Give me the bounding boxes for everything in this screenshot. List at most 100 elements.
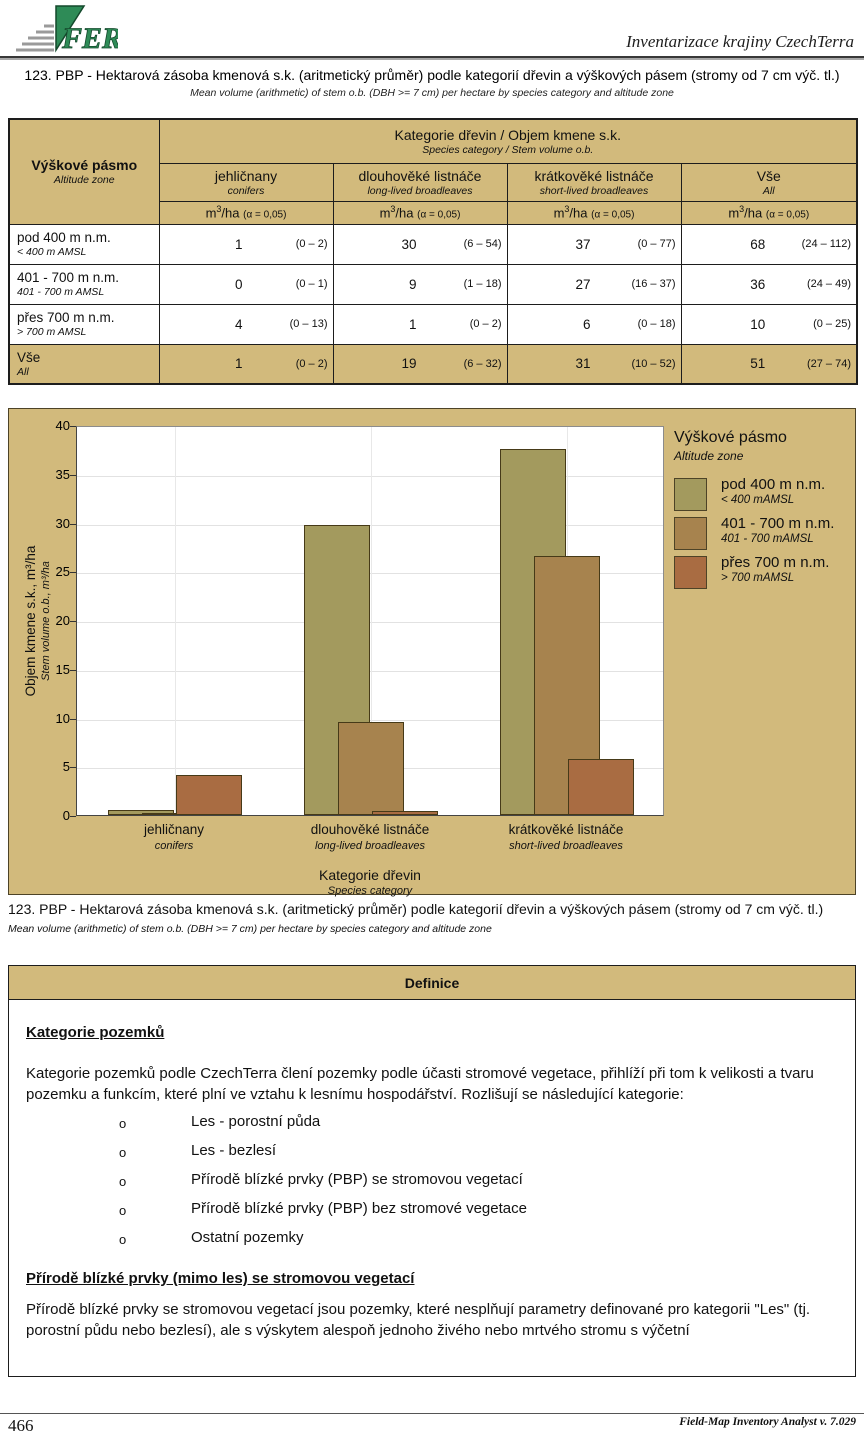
group-header: Kategorie dřevin / Objem kmene s.k. Spec… [158, 118, 858, 164]
cell-ci: (0 – 2) [295, 357, 328, 370]
value-cell: 10 (0 – 25) [680, 303, 858, 345]
value-cell: 1 (0 – 2) [158, 223, 334, 265]
chart-box: Objem kmene s.k., m³/ha Stem volume o.b.… [8, 408, 856, 897]
value-cell: 51 (27 – 74) [680, 343, 858, 385]
report-title: 123. PBP - Hektarová zásoba kmenová s.k.… [24, 67, 840, 83]
cell-value: 68 [750, 236, 766, 252]
bullet-text: Les - porostní půda [191, 1113, 321, 1130]
cell-ci: (24 – 49) [806, 278, 851, 290]
legend-label-cs: přes 700 m n.m. [721, 554, 830, 571]
x-axis-label-en: Species category [327, 885, 413, 897]
y-tick-mark [70, 816, 76, 817]
unit-alpha: (α = 0,05) [243, 209, 287, 221]
unit-header: m3/ha (α = 0,05) [680, 200, 858, 225]
cell-ci: (6 – 32) [463, 357, 502, 370]
gridline-vertical [371, 427, 372, 815]
chart-caption-title: 123. PBP - Hektarová zásoba kmenová s.k.… [8, 901, 824, 917]
value-cell: 68 (24 – 112) [680, 223, 858, 265]
gridline-horizontal [77, 475, 663, 477]
definitions-paragraph-2: Přírodě blízké prvky se stromovou vegeta… [26, 1301, 811, 1339]
gridline-vertical [175, 427, 176, 815]
bullet-item: o Ostatní pozemky [18, 1229, 837, 1258]
col-label-en: short-lived broadleaves [539, 184, 649, 197]
x-label-en: conifers [154, 840, 194, 852]
chart-caption: 123. PBP - Hektarová zásoba kmenová s.k.… [8, 901, 856, 935]
row-label: Vše All [8, 343, 160, 385]
page-number: 466 [8, 1416, 34, 1435]
bullet-list: o Les - porostní půda o Les - bezlesí o … [18, 1113, 837, 1258]
y-tick-label: 30 [55, 515, 70, 531]
ifer-logo-icon: FER [16, 5, 118, 55]
bullet-text: Přírodě blízké prvky (PBP) bez stromové … [191, 1200, 527, 1217]
cell-ci: (10 – 52) [631, 357, 676, 370]
legend-label: pod 400 m n.m. < 400 mAMSL [721, 476, 852, 506]
chart-legend: Výškové pásmo Altitude zone pod 400 m n.… [674, 429, 852, 593]
bar-1-1 [338, 722, 404, 815]
legend-item: 401 - 700 m n.m. 401 - 700 mAMSL [674, 515, 852, 554]
x-label-cs: krátkověké listnáče [508, 822, 624, 837]
unit-rest: /ha [569, 205, 588, 221]
bullet-item: o Přírodě blízké prvky (PBP) se stromovo… [18, 1171, 837, 1200]
gridline-horizontal [77, 670, 663, 672]
unit-header: m3/ha (α = 0,05) [506, 200, 682, 225]
volume-table: Výškové pásmo Altitude zone Kategorie dř… [8, 118, 858, 385]
bullet-item: o Les - bezlesí [18, 1142, 837, 1171]
cell-ci: (0 – 18) [637, 318, 676, 330]
unit-sup: 3 [739, 204, 745, 215]
x-label-en: short-lived broadleaves [509, 840, 623, 852]
unit-sup: 3 [564, 204, 570, 215]
legend-label: 401 - 700 m n.m. 401 - 700 mAMSL [721, 515, 852, 545]
value-cell: 36 (24 – 49) [680, 263, 858, 305]
row-label: 401 - 700 m n.m. 401 - 700 m AMSL [8, 263, 160, 305]
unit-sup: 3 [390, 204, 396, 215]
y-tick-label: 10 [55, 710, 70, 726]
cell-value: 9 [409, 276, 417, 292]
legend-title-en: Altitude zone [674, 449, 744, 463]
chart-caption-subtitle: Mean volume (arithmetic) of stem o.b. (D… [8, 923, 492, 935]
bullet-item: o Les - porostní půda [18, 1113, 837, 1142]
table-row: pod 400 m n.m. < 400 m AMSL 1 (0 – 2) 30 (… [8, 223, 858, 265]
x-label-en: long-lived broadleaves [314, 840, 426, 852]
col-header-longlived: dlouhověké listnáče long-lived broadleav… [332, 162, 508, 202]
bar-2-0 [176, 775, 242, 815]
cell-value: 27 [575, 276, 591, 292]
cell-value: 30 [401, 236, 417, 252]
chart-plot [76, 426, 664, 816]
col-label: krátkověké listnáče [534, 167, 654, 184]
cell-value: 1 [235, 236, 243, 252]
cell-value: 51 [750, 356, 766, 372]
cell-value: 31 [575, 356, 591, 372]
row-label-cs: pod 400 m n.m. [17, 230, 111, 245]
gridline-horizontal [77, 573, 663, 575]
cell-ci: (27 – 74) [806, 357, 851, 370]
legend-label-cs: pod 400 m n.m. [721, 476, 826, 493]
bar-2-1 [372, 811, 438, 815]
legend-label-en: < 400 mAMSL [721, 494, 795, 506]
unit-base: m [553, 205, 565, 221]
brand-text: Inventarizace krajiny CzechTerra [626, 32, 854, 51]
value-cell: 4 (0 – 13) [158, 303, 334, 345]
app-version: Field-Map Inventory Analyst v. 7.029 [679, 1416, 856, 1428]
table-row: přes 700 m n.m. > 700 m AMSL 4 (0 – 13) 1… [8, 303, 858, 345]
corner-label: Výškové pásmo [31, 157, 138, 174]
bullet-text: Ostatní pozemky [191, 1229, 304, 1246]
cell-value: 10 [750, 316, 766, 332]
y-tick-mark [70, 426, 76, 427]
unit-rest: /ha [221, 205, 240, 221]
unit-rest: /ha [744, 205, 763, 221]
title-block: 123. PBP - Hektarová zásoba kmenová s.k.… [0, 67, 864, 99]
y-tick-mark [70, 621, 76, 622]
cell-ci: (24 – 112) [801, 238, 851, 250]
unit-base: m [205, 205, 217, 221]
col-label: Vše [756, 167, 781, 184]
col-header-all: Vše All [680, 162, 858, 202]
legend-label: přes 700 m n.m. > 700 mAMSL [721, 554, 852, 584]
bullet-marker: o [119, 1174, 127, 1189]
definitions-paragraph-1: Kategorie pozemků podle CzechTerra člení… [26, 1065, 814, 1103]
legend-label-en: 401 - 700 mAMSL [721, 533, 814, 545]
col-label-en: conifers [227, 184, 265, 197]
value-cell: 27 (16 – 37) [506, 263, 682, 305]
col-header-conifers: jehličnany conifers [158, 162, 334, 202]
row-label-cs: přes 700 m n.m. [17, 310, 115, 325]
cell-ci: (6 – 54) [463, 238, 502, 250]
